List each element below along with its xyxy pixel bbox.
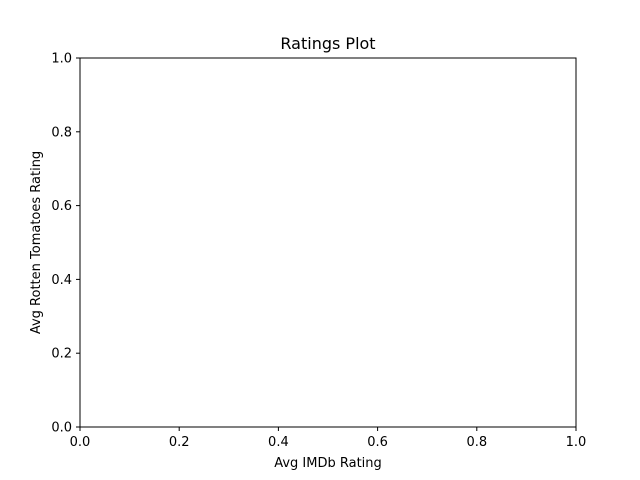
y-axis-ticks: 0.0 0.2 0.4 0.6 0.8 1.0	[51, 52, 80, 436]
y-tick-label: 0.6	[51, 199, 72, 214]
y-tick-label: 0.4	[51, 273, 72, 288]
x-tick-label: 0.0	[70, 435, 91, 450]
x-tick-label: 1.0	[566, 435, 587, 450]
x-axis-ticks: 0.0 0.2 0.4 0.6 0.8 1.0	[70, 427, 587, 450]
y-tick-label: 1.0	[51, 52, 72, 67]
x-tick-label: 0.6	[367, 435, 388, 450]
x-axis-label: Avg IMDb Rating	[274, 456, 382, 471]
y-tick-label: 0.2	[51, 347, 72, 362]
y-axis-label: Avg Rotten Tomatoes Rating	[29, 151, 44, 334]
plot-area	[79, 57, 577, 428]
y-tick-label: 0.8	[51, 125, 72, 140]
x-tick-label: 0.8	[466, 435, 487, 450]
x-tick-label: 0.2	[169, 435, 190, 450]
x-tick-label: 0.4	[268, 435, 289, 450]
y-tick-label: 0.0	[51, 421, 72, 436]
chart-title: Ratings Plot	[280, 34, 375, 53]
